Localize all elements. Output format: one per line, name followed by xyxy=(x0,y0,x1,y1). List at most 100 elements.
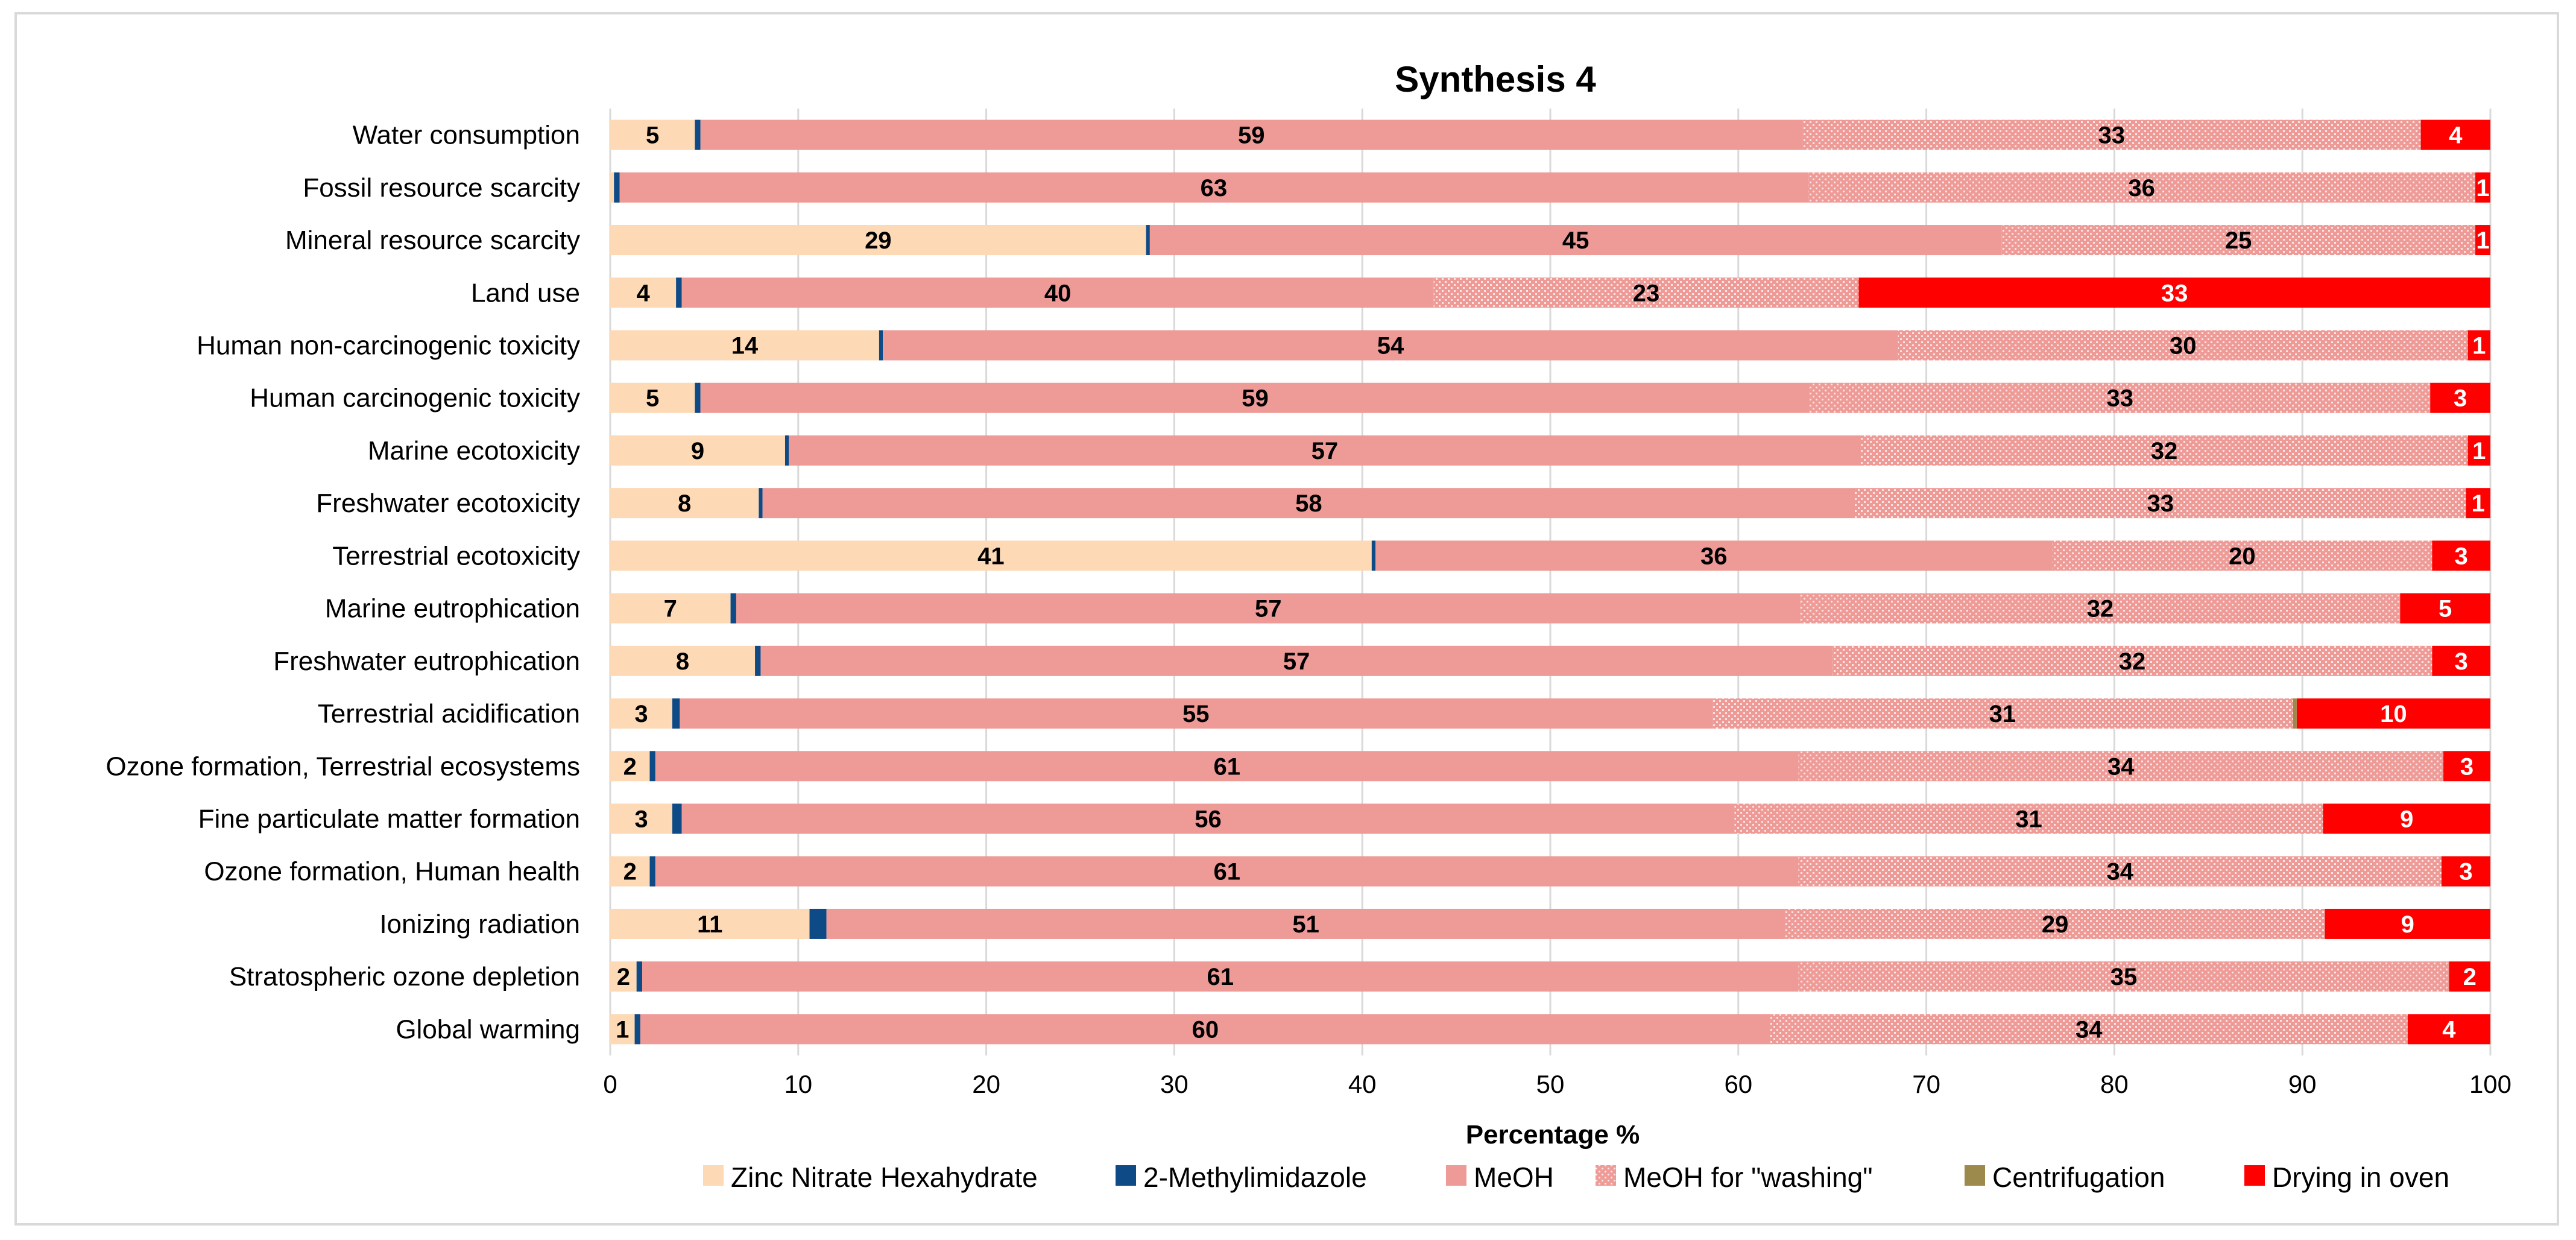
bar-2-methylimidazole xyxy=(759,488,763,519)
bar-zinc-nitrate-hexahydrate xyxy=(610,1014,635,1045)
bar-meoh xyxy=(681,277,1434,308)
bar-zinc-nitrate-hexahydrate xyxy=(610,382,695,413)
x-tick-label: 40 xyxy=(1348,1070,1377,1098)
bar-drying-in-oven xyxy=(2325,908,2490,939)
data-label: 31 xyxy=(2015,806,2042,833)
bar-2-methylimidazole xyxy=(1146,225,1150,256)
bar-drying-in-oven xyxy=(2441,856,2490,887)
data-label: 58 xyxy=(1295,490,1322,517)
bar-drying-in-oven xyxy=(2475,172,2490,203)
data-label: 33 xyxy=(2161,280,2188,306)
bar-2-methylimidazole xyxy=(634,1014,640,1045)
data-label: 51 xyxy=(1292,911,1319,938)
bar-2-methylimidazole xyxy=(649,751,655,782)
category-label: Marine eutrophication xyxy=(325,594,580,624)
category-label: Terrestrial acidification xyxy=(318,699,580,729)
bar-2-methylimidazole xyxy=(879,330,883,361)
category-label: Land use xyxy=(471,278,580,308)
gridlines xyxy=(609,109,2492,1055)
data-label: 32 xyxy=(2119,648,2146,675)
bar-zinc-nitrate-hexahydrate xyxy=(610,225,1146,256)
data-label: 60 xyxy=(1192,1016,1219,1043)
bar-zinc-nitrate-hexahydrate xyxy=(610,751,650,782)
bar-2-methylimidazole xyxy=(676,277,682,308)
bar-meoh xyxy=(789,435,1861,466)
bar-drying-in-oven xyxy=(2430,382,2490,413)
x-tick-label: 90 xyxy=(2288,1070,2317,1098)
x-tick-label: 70 xyxy=(1912,1070,1940,1098)
bar-zinc-nitrate-hexahydrate xyxy=(610,488,759,519)
bar-2-methylimidazole xyxy=(614,172,620,203)
bar-meoh-for-washing xyxy=(1810,382,2431,413)
data-label: 33 xyxy=(2098,122,2125,149)
data-label: 57 xyxy=(1312,438,1339,464)
bar-drying-in-oven xyxy=(2467,435,2490,466)
bar-meoh-for-washing xyxy=(1832,645,2432,676)
bar-zinc-nitrate-hexahydrate xyxy=(610,119,695,150)
data-label: 56 xyxy=(1195,806,1222,833)
data-label: 5 xyxy=(646,122,659,149)
bar-2-methylimidazole xyxy=(695,119,701,150)
data-label: 45 xyxy=(1562,227,1589,254)
data-label: 31 xyxy=(1989,701,2016,727)
bar-zinc-nitrate-hexahydrate xyxy=(610,908,810,939)
bar-zinc-nitrate-hexahydrate xyxy=(610,330,879,361)
bar-drying-in-oven xyxy=(2407,1014,2490,1045)
category-label: Fine particulate matter formation xyxy=(198,805,580,834)
bar-drying-in-oven xyxy=(2467,330,2490,361)
data-label: 59 xyxy=(1242,385,1269,412)
bar-meoh xyxy=(700,382,1810,413)
data-label: 9 xyxy=(2401,911,2414,938)
data-label: 3 xyxy=(2455,648,2468,675)
data-label: 1 xyxy=(2472,490,2485,517)
x-tick-label: 20 xyxy=(972,1070,1000,1098)
bar-meoh xyxy=(642,961,1799,992)
data-label: 10 xyxy=(2380,701,2407,727)
bar-zinc-nitrate-hexahydrate xyxy=(610,277,677,308)
bar-2-methylimidazole xyxy=(672,803,682,834)
bar-meoh xyxy=(760,645,1833,676)
data-label: 63 xyxy=(1201,175,1228,201)
bar-drying-in-oven xyxy=(2466,488,2490,519)
x-tick-label: 60 xyxy=(1724,1070,1752,1098)
bar-2-methylimidazole xyxy=(1371,540,1376,571)
data-label: 34 xyxy=(2107,859,2134,885)
bar-meoh-for-washing xyxy=(1785,908,2325,939)
bar-meoh xyxy=(1375,540,2053,571)
data-label: 23 xyxy=(1633,280,1660,306)
data-label: 5 xyxy=(646,385,659,412)
legend-label-2-methylimidazole: 2-Methylimidazole xyxy=(1143,1162,1367,1193)
chart-frame xyxy=(14,12,2559,1226)
data-label: 20 xyxy=(2229,543,2256,569)
bar-2-methylimidazole xyxy=(636,961,643,992)
data-label: 2 xyxy=(623,859,637,885)
legend-swatch-zinc-nitrate-hexahydrate xyxy=(703,1165,724,1186)
bar-meoh-for-washing xyxy=(1798,751,2444,782)
bar-2-methylimidazole xyxy=(649,856,655,887)
bar-meoh xyxy=(826,908,1785,939)
legend-label-meoh: MeOH xyxy=(1474,1162,1554,1193)
bar-2-methylimidazole xyxy=(695,382,701,413)
data-label: 54 xyxy=(1377,333,1404,359)
bar-drying-in-oven xyxy=(2475,225,2490,256)
data-label: 8 xyxy=(676,648,689,675)
legend-label-centrifugation: Centrifugation xyxy=(1992,1162,2165,1193)
category-label: Freshwater eutrophication xyxy=(273,647,580,676)
bar-drying-in-oven xyxy=(2296,698,2490,729)
data-label: 1 xyxy=(2476,227,2489,254)
bar-meoh-for-washing xyxy=(1808,172,2476,203)
bar-meoh-for-washing xyxy=(1802,119,2421,150)
category-label: Freshwater ecotoxicity xyxy=(316,489,580,518)
bar-meoh xyxy=(883,330,1898,361)
data-label: 36 xyxy=(2128,175,2155,201)
data-label: 57 xyxy=(1283,648,1310,675)
bar-meoh-for-washing xyxy=(1800,593,2401,624)
bar-meoh-for-washing xyxy=(1898,330,2468,361)
data-label: 59 xyxy=(1238,122,1265,149)
data-label: 40 xyxy=(1044,280,1072,306)
data-label: 9 xyxy=(2400,806,2413,833)
data-label: 30 xyxy=(2170,333,2197,359)
data-label: 34 xyxy=(2076,1016,2103,1043)
data-label: 25 xyxy=(2225,227,2252,254)
bar-meoh xyxy=(655,751,1799,782)
